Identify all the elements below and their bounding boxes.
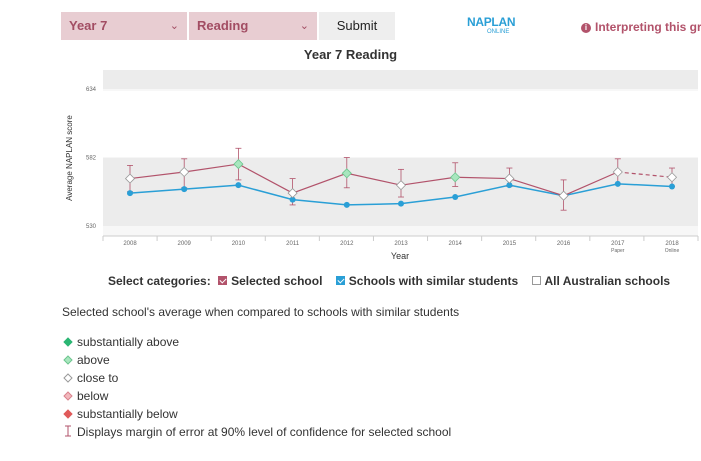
info-icon: i [581, 23, 591, 33]
interpreting-link-text: Interpreting this gr [595, 20, 701, 34]
legend-item: below [63, 389, 451, 407]
similar-schools-point [343, 201, 350, 208]
checkbox-checked-icon [335, 276, 345, 285]
y-axis-label: Average NAPLAN score [65, 115, 74, 201]
year-select[interactable]: Year 7 ⌄ [61, 12, 187, 40]
legend-label: below [77, 389, 109, 403]
chart-title: Year 7 Reading [303, 47, 398, 62]
checkbox-checked-icon [218, 276, 228, 285]
chevron-down-icon: ⌄ [169, 20, 179, 32]
x-tick-label: 2011 [286, 241, 300, 247]
selected-school-point [666, 172, 678, 183]
legend-label: close to [77, 371, 119, 385]
comparison-description: Selected school's average when compared … [62, 305, 460, 319]
x-tick-label: 2017 [611, 241, 625, 247]
category-selector-label: Select categories: [108, 274, 211, 288]
similar-schools-point [452, 194, 459, 201]
legend-item: substantially above [63, 335, 451, 353]
x-tick-label: 2008 [123, 241, 137, 247]
legend-label: Displays margin of error at 90% level of… [77, 425, 452, 439]
similar-schools-point [181, 186, 188, 193]
line-chart: 634 582 530 Average NAPLAN score 2008 2009 201… [65, 70, 699, 261]
x-tick-label: 2012 [340, 241, 354, 247]
x-tick-label: 2016 [557, 241, 571, 247]
x-tick-sublabel: Online [665, 248, 680, 254]
x-tick-label: 2010 [232, 241, 246, 247]
domain-select-value: Reading [197, 18, 249, 33]
error-bar-icon [65, 425, 71, 437]
selected-school-point [287, 188, 298, 199]
shaded-band [103, 157, 698, 226]
selected-school-point [341, 168, 352, 179]
selected-school-point [612, 166, 623, 178]
legend-label: substantially above [77, 335, 180, 349]
x-tick-label: 2015 [503, 241, 517, 247]
similar-schools-point [398, 200, 404, 207]
similar-schools-point [235, 182, 242, 189]
white-band [103, 91, 698, 158]
diamond-icon [63, 337, 73, 347]
similar-schools-point [506, 182, 513, 189]
checkbox-label: Schools with similar students [348, 274, 519, 288]
selected-school-point [558, 190, 569, 201]
x-tick-label: 2009 [178, 241, 192, 247]
legend-item: Displays margin of error at 90% level of… [63, 425, 451, 443]
selected-school-point [504, 173, 515, 184]
similar-schools-point [127, 190, 133, 197]
logo-sub-text: ONLINE [487, 29, 510, 35]
year-select-value: Year 7 [69, 18, 108, 33]
y-tick-label: 582 [86, 156, 97, 162]
checkbox-unchecked-icon [531, 276, 541, 285]
upper-band [103, 70, 698, 89]
checkbox-similar-schools[interactable]: Schools with similar students [335, 274, 519, 288]
series-line-selected-school-dashed [617, 171, 673, 178]
logo-main-text: NAPLAN [467, 15, 516, 29]
x-tick-label: 2013 [394, 241, 408, 247]
x-tick-sublabel: Paper [611, 248, 625, 254]
x-axis-label: Year [391, 251, 409, 261]
chevron-down-icon: ⌄ [299, 20, 309, 32]
legend-label: above [77, 353, 110, 367]
checkbox-label: Selected school [231, 274, 323, 288]
y-tick-label: 634 [86, 87, 97, 93]
category-selector: Select categories: Selected school Schoo… [108, 274, 680, 288]
legend-label: substantially below [77, 407, 178, 421]
y-tick-label: 530 [86, 224, 97, 230]
comparison-legend: substantially above above close to below sub… [63, 335, 451, 443]
selected-school-point [450, 172, 461, 183]
diamond-icon [63, 355, 73, 365]
similar-schools-point [669, 183, 675, 190]
similar-schools-point [614, 180, 621, 187]
selected-school-point [395, 180, 407, 191]
submit-button[interactable]: Submit [319, 12, 395, 40]
naplan-logo: NAPLAN ONLINE [467, 15, 527, 39]
checkbox-selected-school[interactable]: Selected school [218, 274, 322, 288]
interpreting-link[interactable]: i Interpreting this gr [581, 20, 701, 34]
selected-school-point [179, 166, 190, 178]
diamond-icon [63, 409, 73, 419]
checkbox-all-australian-schools[interactable]: All Australian schools [531, 274, 671, 288]
x-tick-label: 2018 [665, 241, 679, 247]
selected-school-point [124, 173, 136, 184]
diamond-icon [63, 391, 73, 401]
similar-schools-point [289, 196, 296, 203]
selected-school-point [233, 159, 244, 170]
legend-item: close to [63, 371, 451, 389]
legend-item: substantially below [63, 407, 451, 425]
checkbox-label: All Australian schools [544, 274, 671, 288]
series-line-selected-school [129, 163, 619, 197]
legend-item: above [63, 353, 451, 371]
x-tick-label: 2014 [449, 241, 463, 247]
diamond-icon [63, 373, 73, 383]
domain-select[interactable]: Reading ⌄ [189, 12, 317, 40]
